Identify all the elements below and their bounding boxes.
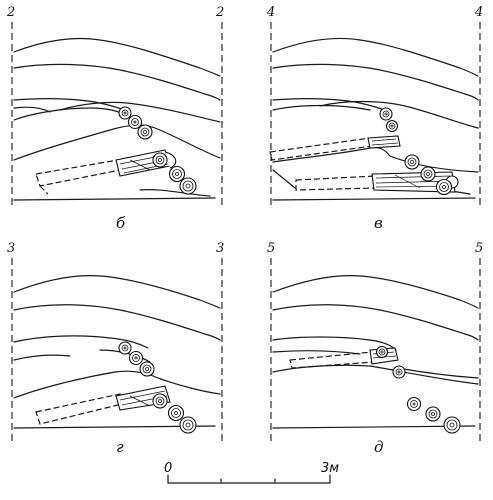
- section-label-left: 2: [6, 5, 15, 20]
- panel-caption: б: [116, 214, 126, 232]
- log-ends-column: [118, 106, 197, 195]
- panel-b: 2 2 б: [6, 5, 224, 232]
- soil-layers: [272, 37, 479, 201]
- panel-caption: д: [374, 438, 384, 456]
- scale-start-label: 0: [164, 461, 172, 476]
- log-ends-column: [375, 345, 461, 434]
- panel-caption: в: [374, 214, 383, 232]
- section-label-right: 5: [475, 241, 483, 256]
- log-ends-column: [379, 107, 453, 196]
- scale-end-label: 3м: [321, 461, 339, 476]
- section-label-right: 3: [216, 241, 224, 256]
- scale-bar: 0 3м: [164, 461, 339, 484]
- soil-layers: [272, 275, 479, 429]
- panel-caption: г: [116, 438, 124, 456]
- timber-beam-upper: [367, 135, 401, 149]
- collapsed-beam-dashed: [35, 159, 121, 195]
- panel-g: 3 3 г: [7, 241, 224, 456]
- panel-d: 5 5 д: [267, 241, 483, 456]
- log-ends-column: [118, 341, 197, 434]
- section-label-left: 4: [266, 5, 275, 20]
- section-label-right: 4: [474, 5, 483, 20]
- section-label-left: 5: [267, 241, 275, 256]
- soil-layers: [13, 37, 221, 201]
- collapsed-beam-dashed: [35, 393, 123, 425]
- collapsed-beam-dashed-lower: [295, 175, 377, 191]
- panel-v: 4 4: [266, 5, 483, 232]
- collapsed-beam-dashed-upper: [269, 137, 373, 161]
- section-label-right: 2: [215, 5, 224, 20]
- section-label-left: 3: [7, 241, 15, 256]
